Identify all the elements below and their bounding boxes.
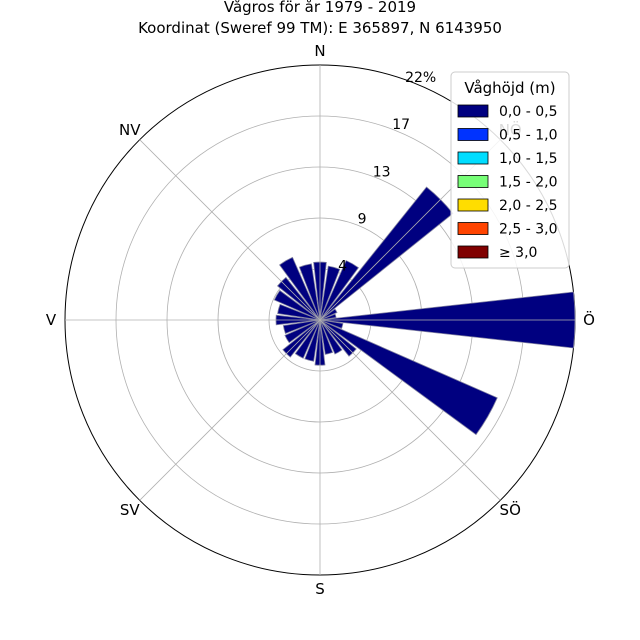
legend-swatch xyxy=(457,222,489,235)
radial-tick-label: 4 xyxy=(338,258,347,274)
rose-bar xyxy=(319,265,341,321)
rose-bar xyxy=(277,303,321,321)
rose-bar xyxy=(273,289,321,321)
legend-swatch xyxy=(457,151,489,165)
direction-label: Ö xyxy=(583,310,595,329)
rose-bar xyxy=(319,319,343,355)
legend-swatch xyxy=(457,245,489,259)
radial-tick-label: 22% xyxy=(405,70,436,86)
grid-spoke xyxy=(319,319,501,501)
legend-label: 2,0 - 2,5 xyxy=(499,198,557,214)
direction-label: S xyxy=(315,580,325,598)
polar-spokes xyxy=(65,65,575,575)
legend-swatch xyxy=(457,128,489,141)
direction-label: N xyxy=(314,42,325,60)
rose-bar xyxy=(294,319,321,359)
radial-tick-label: 13 xyxy=(373,164,391,180)
rose-bar xyxy=(319,260,359,321)
legend-label: 1,0 - 1,5 xyxy=(499,151,557,167)
legend-label: 1,5 - 2,0 xyxy=(499,175,557,191)
legend-title: Våghöjd (m) xyxy=(464,79,555,97)
rose-bar xyxy=(298,263,321,321)
direction-label: SV xyxy=(120,501,141,519)
rose-bar xyxy=(319,319,498,436)
rose-bar xyxy=(304,319,321,362)
direction-label: NV xyxy=(119,121,141,139)
legend: Våghöjd (m) 0,0 - 0,5 0,5 - 1,0 1,0 - 1,5 1,… xyxy=(450,71,570,269)
rose-bar xyxy=(319,313,337,321)
legend-frame xyxy=(450,71,570,269)
radial-tick-label: 9 xyxy=(358,211,367,227)
rose-bar xyxy=(278,256,321,321)
direction-label: SÖ xyxy=(500,500,521,519)
rose-bar xyxy=(319,319,334,355)
legend-swatch xyxy=(457,104,489,118)
rose-bar xyxy=(284,319,321,344)
legend-swatch xyxy=(457,175,489,188)
rose-bar xyxy=(319,308,338,321)
radial-tick-labels: 4 9 13 17 22% xyxy=(338,70,436,274)
grid-spoke xyxy=(139,139,321,321)
legend-label: 0,0 - 0,5 xyxy=(499,104,557,120)
grid-spoke xyxy=(139,319,321,501)
legend-label: 2,5 - 3,0 xyxy=(499,222,557,238)
chart-title: Vågros för år 1979 - 2019 xyxy=(224,0,416,16)
legend-label: 0,5 - 1,0 xyxy=(499,128,557,144)
chart-subtitle: Koordinat (Sweref 99 TM): E 365897, N 61… xyxy=(138,19,502,37)
legend-label: ≥ 3,0 xyxy=(499,245,537,261)
radial-tick-label: 17 xyxy=(392,117,410,133)
rose-bar xyxy=(282,319,321,334)
direction-label: V xyxy=(46,311,57,329)
legend-swatch xyxy=(457,198,489,212)
direction-labels: NNVVSVSSÖÖNÖ xyxy=(46,42,595,598)
